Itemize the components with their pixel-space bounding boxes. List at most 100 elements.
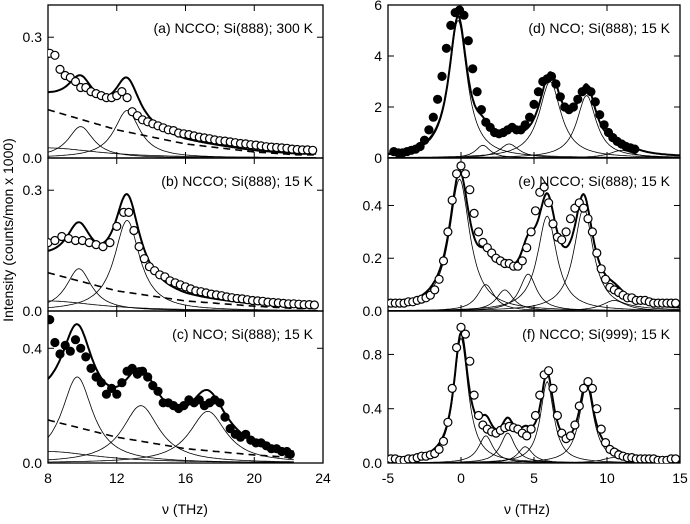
data-point bbox=[434, 444, 444, 454]
data-point bbox=[112, 221, 122, 231]
data-point bbox=[60, 340, 70, 350]
y-tick-label: 6 bbox=[374, 0, 382, 13]
data-point bbox=[583, 214, 593, 224]
x-tick-label: 0 bbox=[457, 470, 465, 486]
component-peak-curve bbox=[48, 300, 318, 311]
data-point bbox=[460, 169, 470, 179]
left-x-axis-label: ν (THz) bbox=[162, 501, 208, 517]
data-point bbox=[194, 395, 204, 405]
panel-title: (d) NCO; Si(888); 15 K bbox=[528, 20, 670, 36]
data-point bbox=[98, 242, 108, 252]
data-point bbox=[595, 110, 605, 120]
data-point bbox=[543, 366, 554, 376]
data-point bbox=[50, 235, 60, 246]
data-point bbox=[543, 198, 554, 208]
data-point bbox=[473, 227, 484, 237]
data-point bbox=[308, 145, 318, 155]
data-point bbox=[600, 274, 611, 284]
data-point bbox=[129, 225, 139, 236]
data-point bbox=[522, 431, 532, 441]
y-tick-label: 4 bbox=[374, 48, 382, 64]
y-tick-label: 0.3 bbox=[23, 182, 43, 198]
data-point bbox=[583, 377, 593, 387]
data-point bbox=[570, 420, 580, 430]
data-point bbox=[437, 71, 447, 82]
panel-a: 0.0 0.3 (a) NCCO; Si(888); 300 K bbox=[23, 4, 324, 166]
data-point bbox=[472, 87, 482, 97]
panel-title: (c) NCO; Si(888); 15 K bbox=[172, 326, 313, 342]
panel-title: (a) NCCO; Si(888); 300 K bbox=[154, 20, 314, 36]
data-point bbox=[596, 264, 606, 274]
data-point bbox=[671, 454, 680, 463]
x-tick-label: 20 bbox=[246, 470, 262, 486]
data-point bbox=[535, 390, 545, 400]
plot-area bbox=[388, 322, 680, 463]
data-point bbox=[48, 315, 55, 325]
data-point bbox=[524, 112, 535, 122]
panel-c: 0.0 0.4 8 12 16 20 24 (c) NCO; Si(888); 15 K bbox=[23, 310, 331, 486]
y-tick-label: 0.0 bbox=[23, 150, 43, 166]
y-tick-label: 0 bbox=[374, 150, 382, 166]
x-tick-label: 24 bbox=[315, 470, 331, 486]
data-point bbox=[539, 182, 549, 192]
data-point bbox=[433, 94, 443, 104]
panel-title: (f) NCCO; Si(999); 15 K bbox=[522, 326, 670, 342]
data-point bbox=[65, 346, 75, 356]
total-fit-curve bbox=[48, 323, 294, 453]
data-point bbox=[215, 398, 225, 408]
data-point bbox=[105, 238, 115, 248]
data-point bbox=[561, 227, 571, 237]
y-tick-label: 0.4 bbox=[363, 401, 383, 417]
data-point bbox=[552, 410, 563, 421]
data-point bbox=[415, 141, 425, 152]
panel-title: (e) NCCO; Si(888); 15 K bbox=[518, 173, 670, 189]
data-point bbox=[76, 343, 86, 353]
data-point bbox=[465, 185, 475, 195]
data-point bbox=[101, 389, 112, 399]
x-tick-label: 12 bbox=[109, 470, 125, 486]
data-point bbox=[520, 120, 530, 130]
data-point bbox=[548, 219, 558, 229]
data-point bbox=[459, 10, 469, 20]
data-point bbox=[456, 161, 466, 171]
data-point bbox=[671, 298, 680, 308]
data-point bbox=[555, 92, 565, 102]
background-curve bbox=[48, 272, 318, 310]
data-point bbox=[517, 256, 527, 266]
data-point bbox=[285, 449, 295, 459]
data-point bbox=[441, 43, 451, 53]
data-point bbox=[599, 120, 609, 130]
data-point bbox=[557, 235, 567, 245]
data-point bbox=[443, 227, 453, 237]
data-point bbox=[596, 424, 606, 434]
data-point bbox=[139, 254, 149, 264]
data-point bbox=[127, 363, 137, 373]
data-point bbox=[70, 335, 81, 345]
component-peak-curve bbox=[48, 451, 294, 463]
x-tick-label: 10 bbox=[599, 470, 615, 486]
data-point bbox=[533, 87, 544, 97]
data-point bbox=[419, 135, 430, 145]
data-point bbox=[526, 227, 536, 237]
data-point bbox=[50, 50, 60, 60]
data-point bbox=[530, 206, 541, 216]
data-point bbox=[106, 383, 117, 393]
data-point bbox=[578, 203, 589, 213]
data-point bbox=[469, 390, 479, 400]
data-point bbox=[456, 322, 466, 332]
data-point bbox=[96, 378, 106, 388]
plot-area bbox=[48, 315, 295, 463]
data-point bbox=[70, 76, 81, 87]
data-point bbox=[443, 417, 453, 427]
data-point bbox=[526, 424, 536, 434]
plot-area bbox=[48, 48, 318, 158]
data-point bbox=[586, 87, 596, 97]
data-point bbox=[573, 94, 583, 104]
data-point bbox=[452, 169, 462, 179]
data-point bbox=[220, 412, 230, 422]
data-point bbox=[117, 378, 127, 388]
data-point bbox=[473, 410, 484, 421]
data-point bbox=[574, 401, 584, 411]
data-point bbox=[112, 389, 122, 399]
data-point bbox=[134, 242, 144, 252]
